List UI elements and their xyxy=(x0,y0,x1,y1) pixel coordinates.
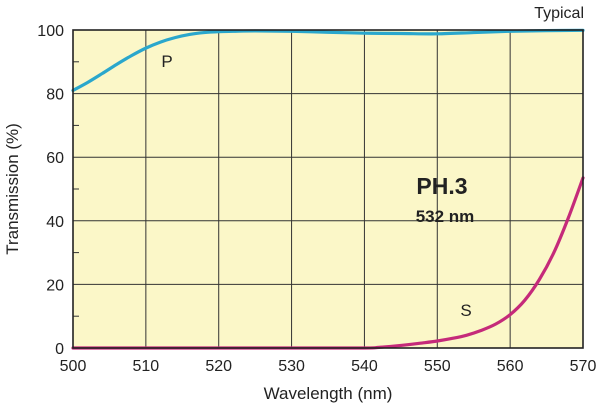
x-tick-label: 570 xyxy=(570,358,597,375)
plot-area xyxy=(73,30,583,348)
y-tick-label: 60 xyxy=(46,150,64,167)
minor-ticks xyxy=(73,61,79,317)
y-tick-label: 100 xyxy=(37,23,64,40)
x-tick-label: 550 xyxy=(424,358,451,375)
x-axis-title: Wavelength (nm) xyxy=(264,384,393,403)
x-tick-label: 540 xyxy=(351,358,378,375)
x-tick-label: 520 xyxy=(205,358,232,375)
y-tick-label: 80 xyxy=(46,87,64,104)
typical-note: Typical xyxy=(534,5,584,22)
x-tick-label: 510 xyxy=(133,358,160,375)
x-tick-label: 500 xyxy=(60,358,87,375)
x-tick-labels: 500 510 520 530 540 550 560 570 xyxy=(60,358,597,375)
series-label-s: S xyxy=(460,301,471,320)
y-axis-title: Transmission (%) xyxy=(3,123,22,255)
x-tick-label: 530 xyxy=(278,358,305,375)
x-tick-label: 560 xyxy=(497,358,524,375)
y-tick-labels: 0 20 40 60 80 100 xyxy=(37,23,64,358)
y-tick-label: 20 xyxy=(46,277,64,294)
series-line-p xyxy=(71,28,585,93)
grid xyxy=(73,30,583,348)
plot-frame xyxy=(72,29,584,349)
chart-title: PH.3 xyxy=(416,173,467,199)
y-tick-label: 40 xyxy=(46,214,64,231)
series-label-p: P xyxy=(161,52,172,71)
chart-subtitle: 532 nm xyxy=(416,207,475,226)
y-tick-label: 0 xyxy=(55,341,64,358)
